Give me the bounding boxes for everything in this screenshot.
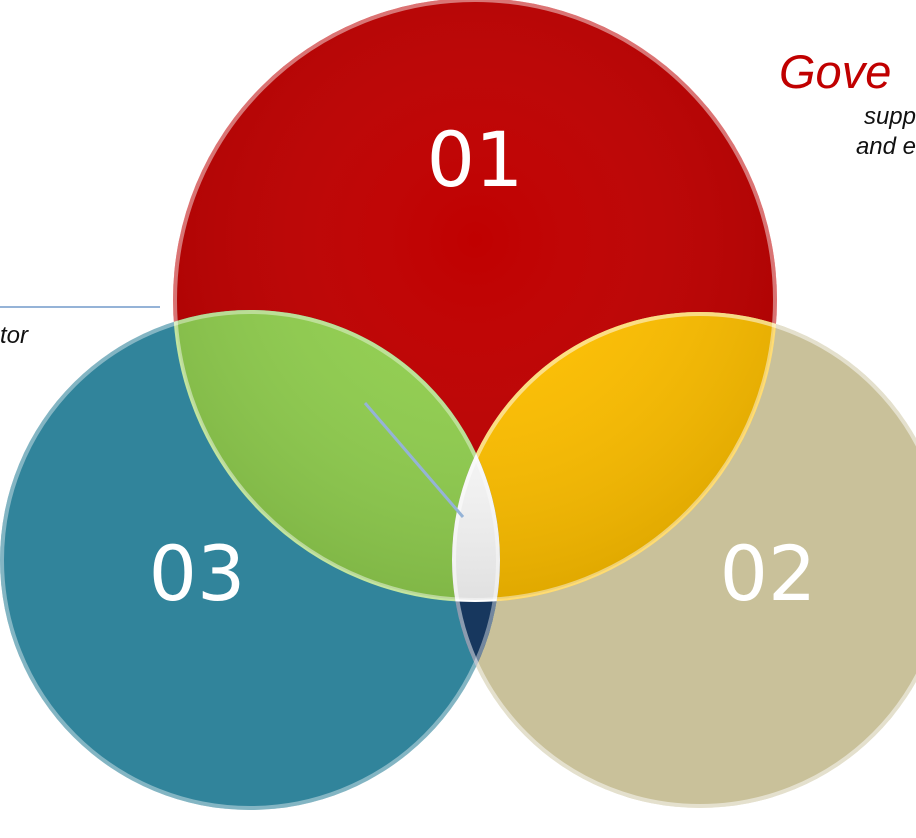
- circle-03-label: 03: [149, 529, 246, 618]
- left-callout-text: tor: [0, 322, 29, 349]
- callout-title: Gove: [779, 45, 892, 98]
- circle-03-outline: [0, 310, 500, 810]
- callout-line-1: supp: [863, 103, 916, 130]
- circle-02-label: 02: [720, 529, 817, 618]
- callout-line-2: and e: [855, 133, 916, 160]
- circle-01-outline: [173, 0, 777, 602]
- center-connector-line: [363, 402, 465, 518]
- circle-01-label: 01: [427, 115, 524, 204]
- circle-02-outline: [452, 312, 916, 808]
